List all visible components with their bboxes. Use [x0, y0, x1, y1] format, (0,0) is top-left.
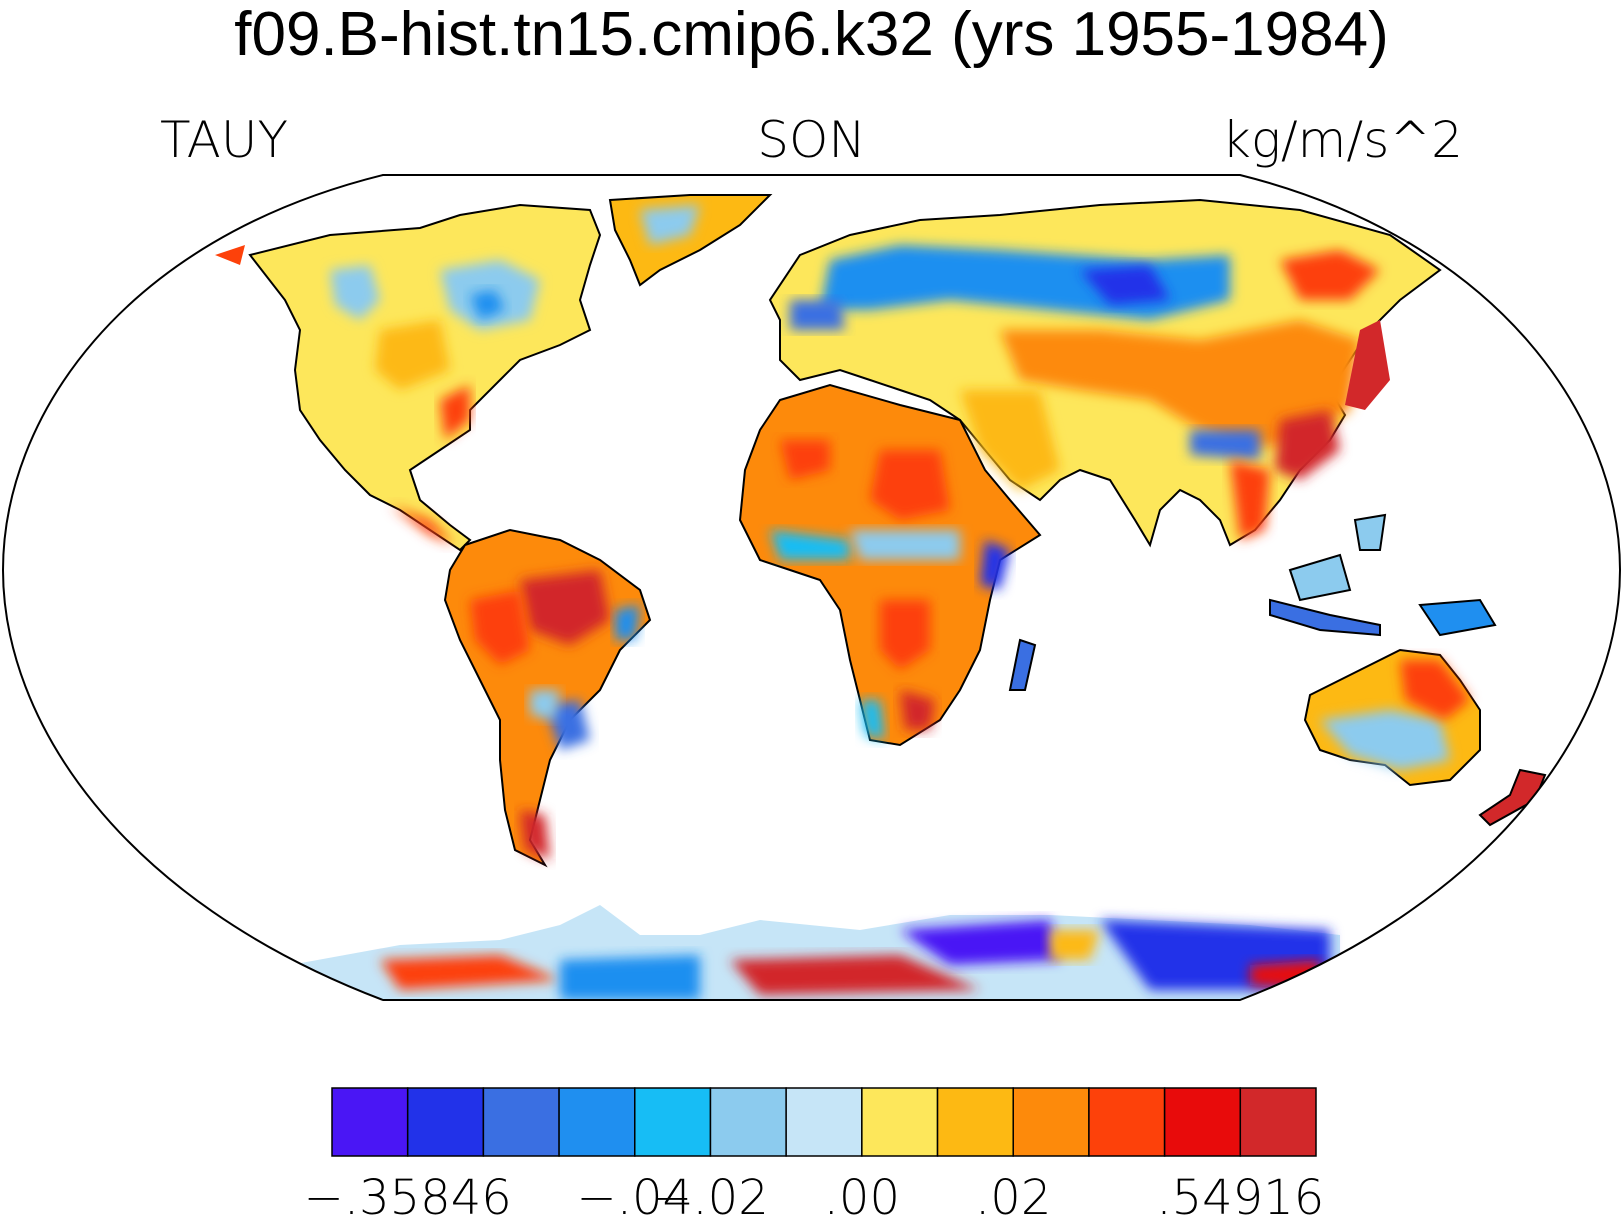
- colorbar: [331, 1087, 1317, 1157]
- colorbar-label: −.02: [652, 1170, 769, 1226]
- north-america: [215, 203, 602, 552]
- colorbar-swatch: [558, 1087, 636, 1157]
- greenland: [608, 194, 773, 287]
- colorbar-swatch: [406, 1087, 485, 1157]
- variable-label: TAUY: [160, 111, 289, 169]
- colorbar-swatch: [634, 1087, 712, 1157]
- eurasia: [768, 198, 1442, 548]
- colorbar-swatch: [331, 1087, 409, 1157]
- australia: [1303, 648, 1547, 827]
- colorbar-label: .54916: [1156, 1170, 1325, 1226]
- colorbar-swatch: [1163, 1087, 1242, 1157]
- colorbar-label: −.35846: [303, 1170, 512, 1226]
- africa: [738, 383, 1042, 747]
- season-label: SON: [757, 111, 866, 169]
- colorbar-swatch: [1088, 1087, 1166, 1157]
- colorbar-label: .02: [975, 1170, 1052, 1226]
- globe-outline: [1, 174, 1622, 1001]
- units-label: kg/m/s^2: [1221, 111, 1463, 169]
- colorbar-swatch: [936, 1087, 1014, 1157]
- colorbar-swatch: [785, 1087, 863, 1157]
- southeast-asia: [1269, 513, 1497, 637]
- antarctica: [290, 905, 1340, 1000]
- colorbar-swatch: [1012, 1087, 1090, 1157]
- colorbar-swatch: [861, 1087, 939, 1157]
- colorbar-swatch: [709, 1087, 787, 1157]
- plot-title: f09.B-hist.tn15.cmip6.k32 (yrs 1955-1984…: [234, 0, 1389, 69]
- world-map: [1, 174, 1622, 1001]
- colorbar-swatch: [482, 1087, 560, 1157]
- colorbar-label: −.04: [576, 1170, 694, 1226]
- colorbar-label: .00: [823, 1170, 901, 1226]
- colorbar-swatch: [1239, 1087, 1317, 1157]
- south-america: [443, 528, 652, 868]
